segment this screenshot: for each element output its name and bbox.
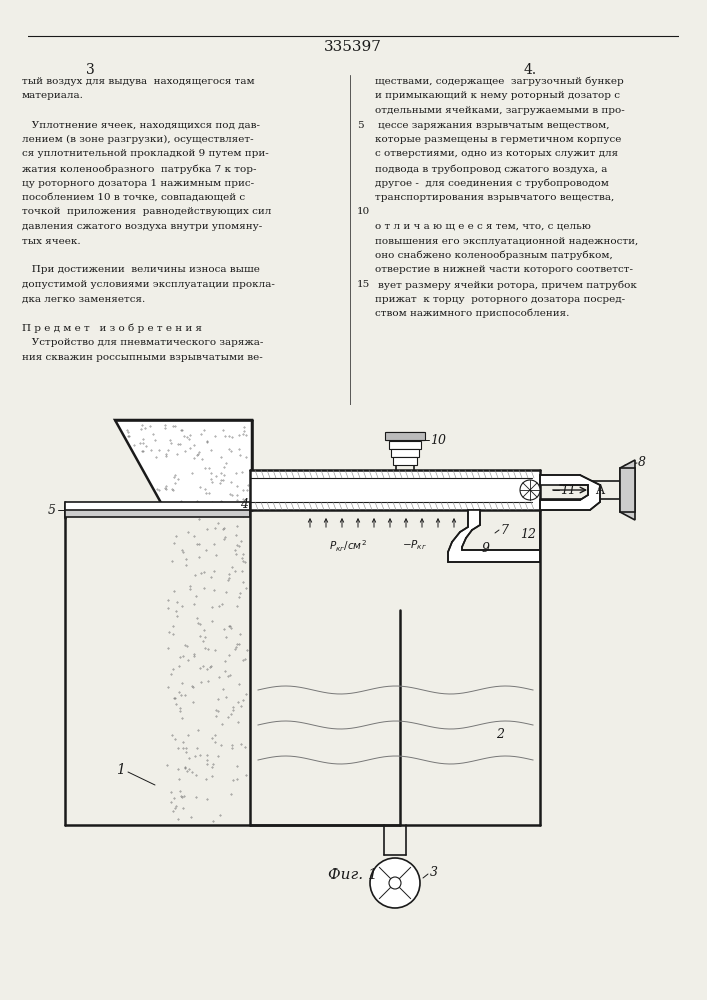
Circle shape xyxy=(520,480,540,500)
Text: Фиг. 1: Фиг. 1 xyxy=(328,868,378,882)
Bar xyxy=(620,468,635,512)
Text: ством нажимного приспособления.: ством нажимного приспособления. xyxy=(375,309,569,318)
Text: П р е д м е т   и з о б р е т е н и я: П р е д м е т и з о б р е т е н и я xyxy=(22,324,202,333)
Text: ся уплотнительной прокладкой 9 путем при-: ся уплотнительной прокладкой 9 путем при… xyxy=(22,149,269,158)
Text: оно снабжено коленообразным патрубком,: оно снабжено коленообразным патрубком, xyxy=(375,251,613,260)
Bar xyxy=(385,432,425,440)
Text: 9: 9 xyxy=(482,542,490,554)
Text: При достижении  величины износа выше: При достижении величины износа выше xyxy=(22,265,260,274)
Text: и примыкающий к нему роторный дозатор с: и примыкающий к нему роторный дозатор с xyxy=(375,92,620,101)
Bar xyxy=(65,502,250,510)
Text: A: A xyxy=(595,484,604,496)
Text: пособлением 10 в точке, совпадающей с: пособлением 10 в точке, совпадающей с xyxy=(22,193,245,202)
Text: 1: 1 xyxy=(115,763,124,777)
Text: 10: 10 xyxy=(430,434,446,446)
Text: повышения его эксплуатационной надежности,: повышения его эксплуатационной надежност… xyxy=(375,236,638,245)
Text: прижат  к торцу  роторного дозатора посред-: прижат к торцу роторного дозатора посред… xyxy=(375,294,625,304)
Text: тых ячеек.: тых ячеек. xyxy=(22,236,81,245)
Text: 5: 5 xyxy=(357,120,363,129)
Text: 4.: 4. xyxy=(523,63,537,77)
Text: транспортирования взрывчатого вещества,: транспортирования взрывчатого вещества, xyxy=(375,193,614,202)
Text: ния скважин россыпными взрывчатыми ве-: ния скважин россыпными взрывчатыми ве- xyxy=(22,353,263,361)
Text: 4: 4 xyxy=(240,498,248,512)
Text: ществами, содержащее  загрузочный бункер: ществами, содержащее загрузочный бункер xyxy=(375,77,624,87)
Text: цу роторного дозатора 1 нажимным прис-: цу роторного дозатора 1 нажимным прис- xyxy=(22,178,254,188)
Text: которые размещены в герметичном корпусе: которые размещены в герметичном корпусе xyxy=(375,135,621,144)
Text: давления сжатого воздуха внутри упомяну-: давления сжатого воздуха внутри упомяну- xyxy=(22,222,262,231)
Polygon shape xyxy=(620,460,635,520)
Text: лением (в зоне разгрузки), осуществляет-: лением (в зоне разгрузки), осуществляет- xyxy=(22,135,254,144)
Text: 335397: 335397 xyxy=(324,40,382,54)
Text: 7: 7 xyxy=(500,524,508,536)
Text: о т л и ч а ю щ е е с я тем, что, с целью: о т л и ч а ю щ е е с я тем, что, с цель… xyxy=(375,222,591,231)
Bar xyxy=(391,449,419,457)
Text: материала.: материала. xyxy=(22,92,84,101)
Text: 3: 3 xyxy=(430,866,438,880)
Text: цессе заряжания взрывчатым веществом,: цессе заряжания взрывчатым веществом, xyxy=(378,120,609,129)
Text: жатия коленообразного  патрубка 7 к тор-: жатия коленообразного патрубка 7 к тор- xyxy=(22,164,257,174)
Polygon shape xyxy=(540,475,600,510)
Text: $P_{кг}/см^2$: $P_{кг}/см^2$ xyxy=(329,538,367,554)
Text: точкой  приложения  равнодействующих сил: точкой приложения равнодействующих сил xyxy=(22,208,271,217)
Bar xyxy=(393,457,417,465)
Text: вует размеру ячейки ротора, причем патрубок: вует размеру ячейки ротора, причем патру… xyxy=(378,280,637,290)
Text: Уплотнение ячеек, находящихся под дав-: Уплотнение ячеек, находящихся под дав- xyxy=(22,120,260,129)
Circle shape xyxy=(389,877,401,889)
Text: дка легко заменяется.: дка легко заменяется. xyxy=(22,294,145,304)
Text: 10: 10 xyxy=(357,208,370,217)
Text: отверстие в нижней части которого соответст-: отверстие в нижней части которого соотве… xyxy=(375,265,633,274)
Polygon shape xyxy=(115,420,252,510)
Text: 3: 3 xyxy=(86,63,94,77)
Text: допустимой условиями эксплуатации прокла-: допустимой условиями эксплуатации прокла… xyxy=(22,280,275,289)
Text: 15: 15 xyxy=(357,280,370,289)
Bar xyxy=(389,441,421,449)
Text: другое -  для соединения с трубопроводом: другое - для соединения с трубопроводом xyxy=(375,178,609,188)
Bar xyxy=(386,432,424,440)
Text: с отверстиями, одно из которых служит для: с отверстиями, одно из которых служит дл… xyxy=(375,149,618,158)
Bar xyxy=(65,507,250,517)
Text: тый воздух для выдува  находящегося там: тый воздух для выдува находящегося там xyxy=(22,77,255,86)
Text: $-P_{кг}$: $-P_{кг}$ xyxy=(402,538,428,552)
Text: 11: 11 xyxy=(560,484,576,496)
Bar xyxy=(250,470,540,510)
Text: 12: 12 xyxy=(520,528,536,542)
Text: 8: 8 xyxy=(638,456,646,468)
Text: подвода в трубопровод сжатого воздуха, а: подвода в трубопровод сжатого воздуха, а xyxy=(375,164,607,174)
Text: 5: 5 xyxy=(48,504,56,516)
Text: Устройство для пневматического заряжа-: Устройство для пневматического заряжа- xyxy=(22,338,264,347)
Text: отдельными ячейками, загружаемыми в про-: отдельными ячейками, загружаемыми в про- xyxy=(375,106,625,115)
Polygon shape xyxy=(448,510,540,562)
Circle shape xyxy=(370,858,420,908)
Text: 2: 2 xyxy=(496,728,504,742)
